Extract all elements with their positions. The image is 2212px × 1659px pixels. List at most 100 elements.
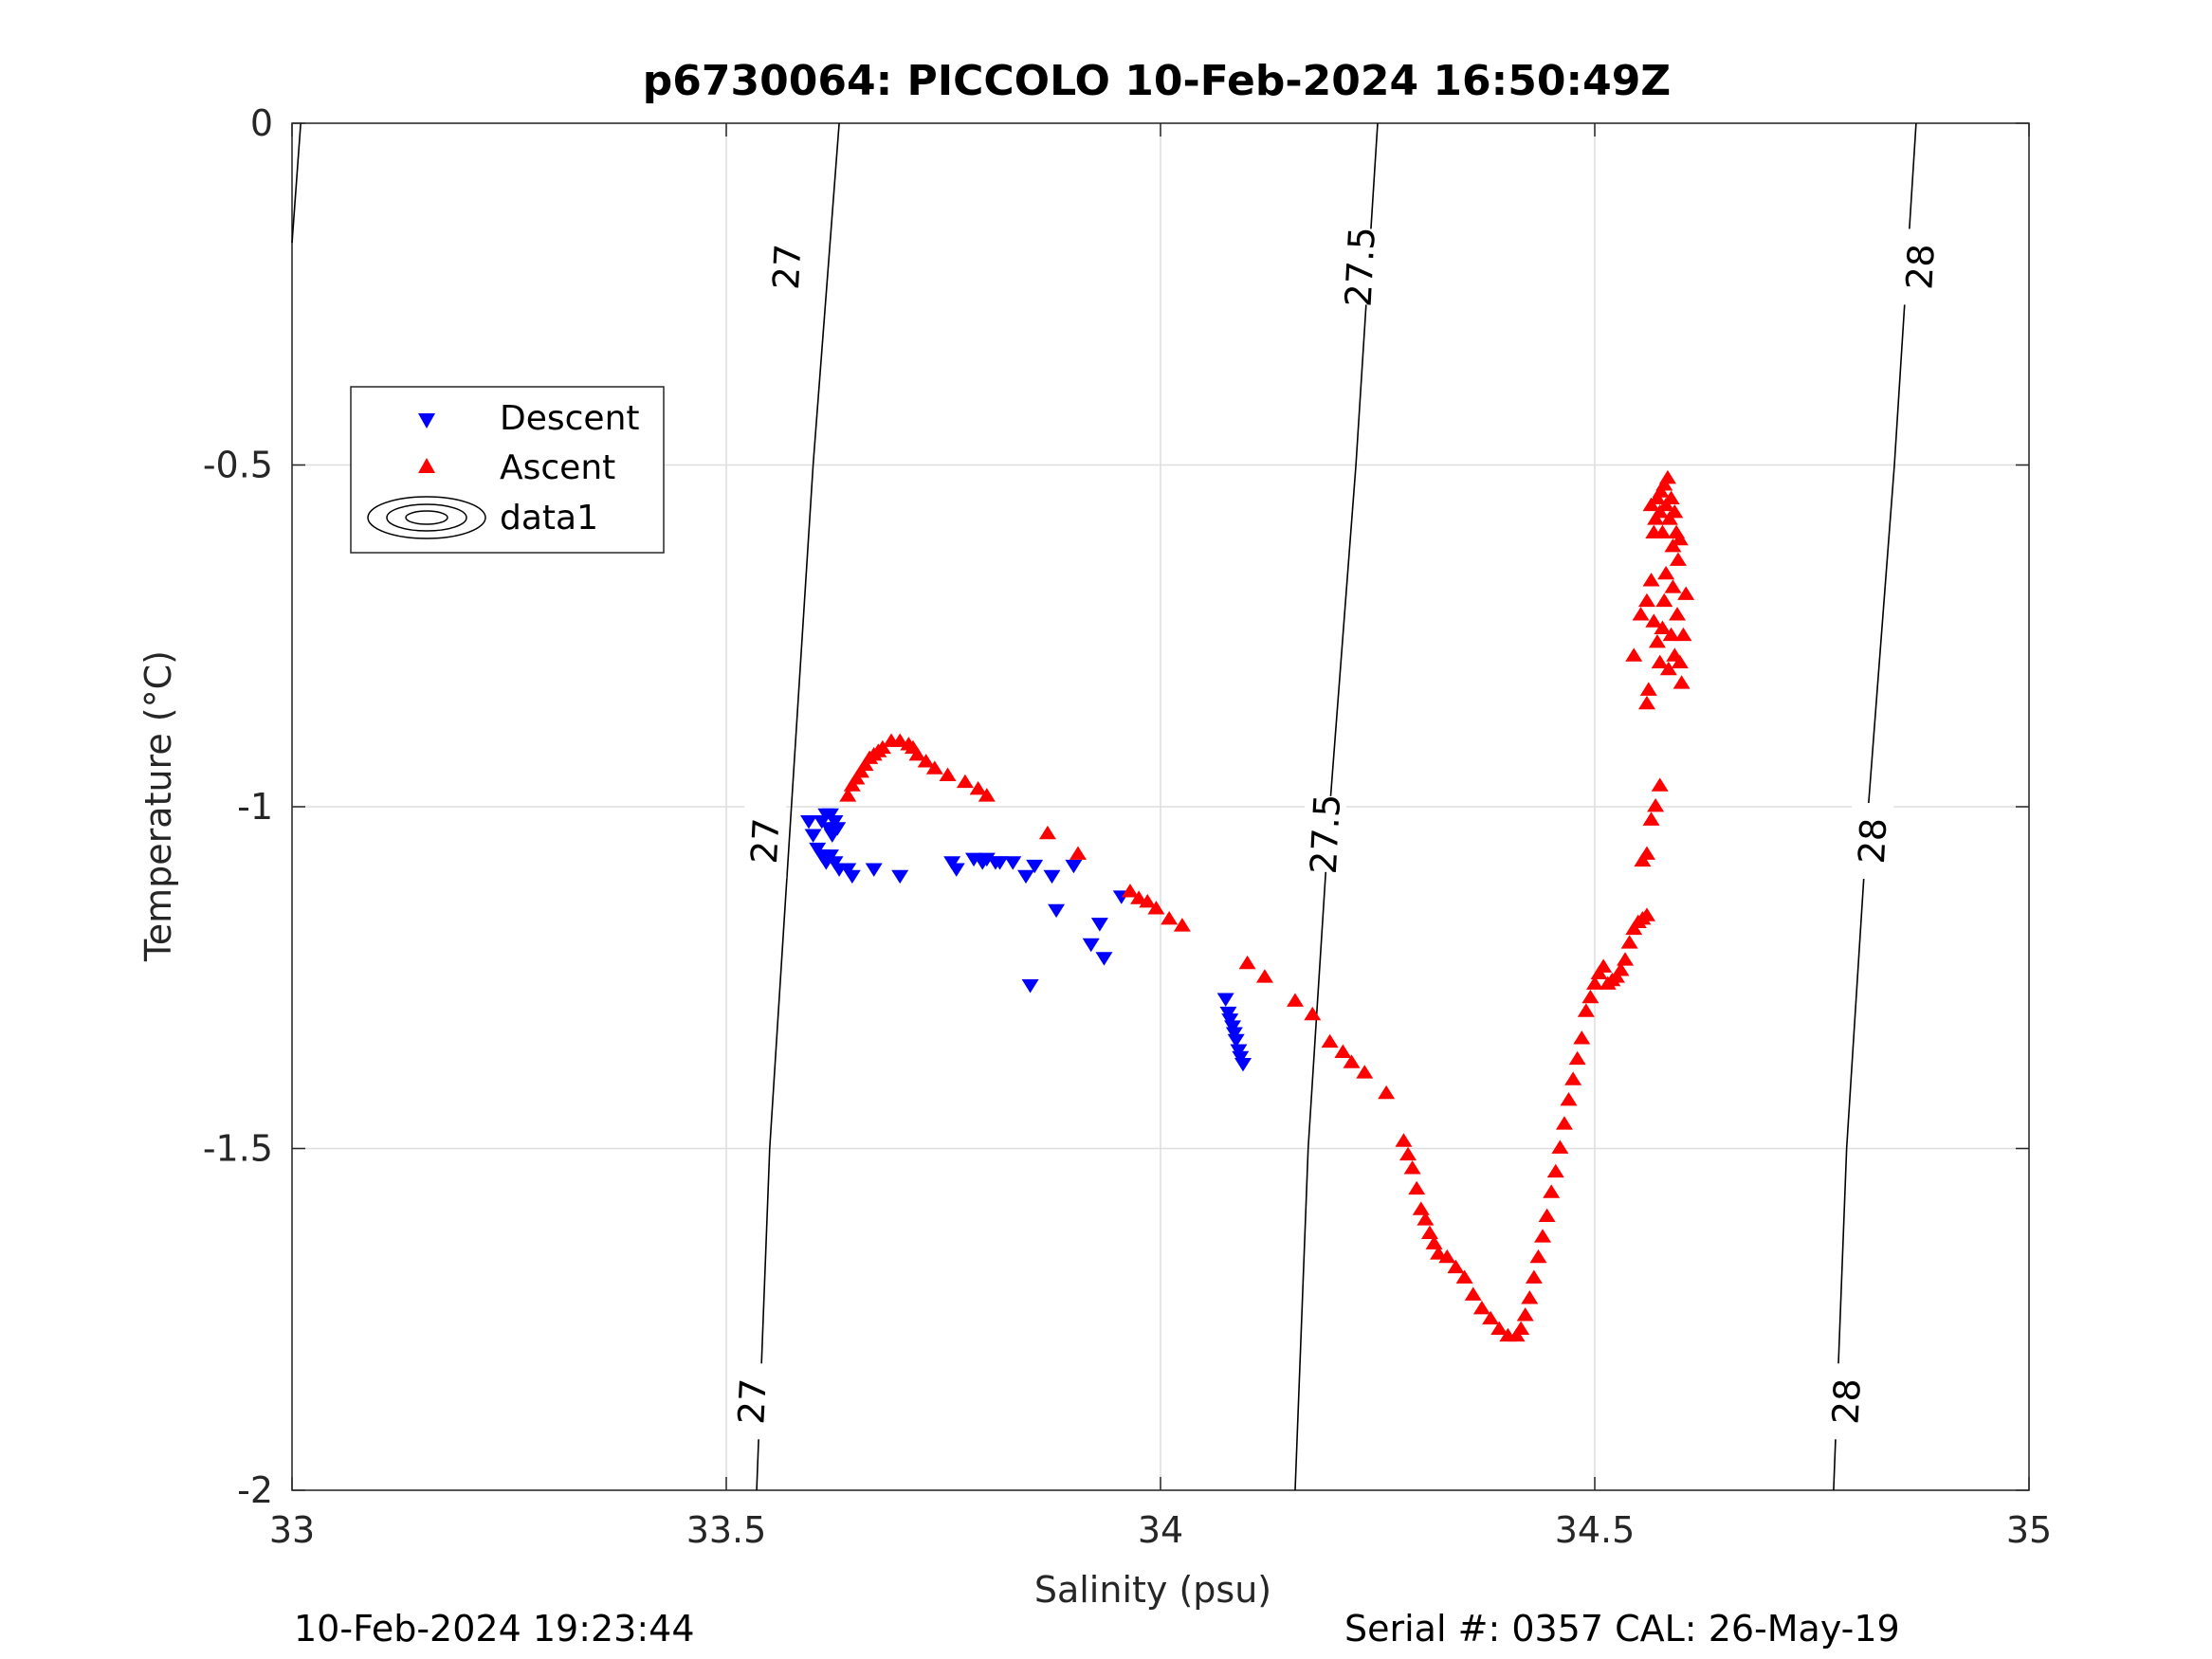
- ascent-point: [1664, 579, 1682, 593]
- legend-entry-data1: data1: [367, 496, 598, 539]
- ascent-point: [1669, 607, 1687, 621]
- legend-label-data1: data1: [500, 499, 598, 538]
- ascent-point: [1586, 975, 1603, 990]
- ascent-point: [1590, 965, 1608, 980]
- descent-point: [821, 849, 839, 864]
- ascent-point: [1637, 907, 1655, 921]
- descent-point: [1004, 856, 1022, 870]
- descent-point: [1219, 1006, 1237, 1021]
- ascent-point: [1508, 1327, 1526, 1342]
- ascent-point: [1607, 969, 1625, 983]
- descent-point: [1225, 1027, 1243, 1041]
- ascent-point: [1139, 893, 1157, 908]
- y-tick-label: -0.5: [203, 445, 273, 486]
- contour-label-bg: [1825, 1363, 1868, 1440]
- x-tick-label: 35: [2006, 1509, 2052, 1551]
- contour-label-bg: [1305, 795, 1347, 872]
- ascent-point: [1662, 627, 1680, 642]
- contour-label: 28: [1824, 1377, 1868, 1426]
- ascent-point: [1255, 969, 1273, 983]
- ascent-point: [1425, 1235, 1443, 1249]
- ascent-point: [1161, 910, 1179, 925]
- ascent-point: [1620, 935, 1638, 949]
- ascent-point: [1639, 682, 1657, 696]
- ascent-point: [843, 777, 861, 792]
- contour-label: 27: [765, 243, 809, 291]
- ascent-point: [1673, 675, 1691, 689]
- ascent-point: [1490, 1321, 1508, 1335]
- ascent-point: [1482, 1310, 1500, 1325]
- ascent-point: [1671, 654, 1689, 668]
- ascent-point: [1438, 1249, 1456, 1264]
- ascent-point: [1447, 1259, 1465, 1274]
- legend-label-ascent: Ascent: [500, 448, 615, 487]
- ascent-point: [1130, 890, 1148, 904]
- ascent-point: [1671, 531, 1689, 546]
- ascent-point: [1455, 1269, 1473, 1284]
- descent-point: [1090, 918, 1108, 932]
- ascent-point: [1069, 846, 1087, 860]
- descent-point: [809, 842, 827, 857]
- ascent-point: [1642, 573, 1660, 587]
- ascent-point: [1612, 962, 1630, 976]
- contour-label: 27.5: [1303, 793, 1348, 875]
- ascent-point: [1378, 1085, 1396, 1100]
- contour-label-bg: [731, 1363, 774, 1440]
- descent-point: [891, 869, 909, 884]
- descent-point: [991, 856, 1009, 870]
- y-tick-label: -1: [237, 786, 273, 828]
- ascent-point: [1512, 1321, 1530, 1335]
- ascent-point: [1343, 1054, 1361, 1068]
- ascent-point: [1651, 777, 1669, 792]
- ascent-point: [1655, 477, 1673, 491]
- descent-point: [1017, 869, 1035, 884]
- ascent-point: [1356, 1065, 1374, 1079]
- ascent-point: [917, 754, 935, 768]
- ascent-point: [1617, 952, 1635, 966]
- ascent-point: [1637, 695, 1655, 710]
- ascent-point: [1412, 1201, 1430, 1215]
- ascent-point: [939, 767, 957, 781]
- ascent-point: [1321, 1033, 1339, 1048]
- contour-line: [756, 122, 840, 1491]
- contour-label-bg: [766, 228, 809, 305]
- footer-serial-cal: Serial #: 0357 CAL: 26-May-19: [1344, 1608, 1900, 1650]
- ascent-point: [1538, 1208, 1556, 1222]
- ascent-point: [1666, 503, 1684, 519]
- ascent-point: [1577, 1003, 1595, 1017]
- ascent-point: [1286, 993, 1304, 1007]
- ascent-point: [1417, 1212, 1435, 1226]
- ascent-point: [1399, 1146, 1417, 1161]
- descent-point: [1095, 952, 1113, 966]
- ascent-point: [1147, 901, 1165, 915]
- ascent-point: [1525, 1269, 1543, 1284]
- ascent-point: [1647, 511, 1665, 525]
- descent-point: [965, 852, 983, 867]
- descent-point: [1234, 1057, 1252, 1072]
- contour-label: 28: [1851, 817, 1894, 866]
- descent-point: [1048, 903, 1066, 919]
- axis-ticks: 33 33.5 34 34.5 35 0 -0.5 -1 -1.5 -2: [203, 102, 2052, 1551]
- y-tick-label: 0: [250, 102, 273, 144]
- ascent-point: [1648, 633, 1666, 648]
- contour-label-bg: [744, 803, 787, 880]
- ascent-point: [1634, 852, 1652, 867]
- descent-point: [865, 863, 883, 877]
- ascent-point: [1529, 1249, 1547, 1264]
- ascent-point: [1560, 1092, 1578, 1106]
- ascent-point: [1625, 647, 1643, 662]
- ascent-point: [1238, 955, 1256, 970]
- descent-point: [1021, 979, 1039, 994]
- contour-label-bg: [1899, 228, 1942, 305]
- ascent-point: [1647, 798, 1665, 812]
- ascent-point: [1654, 620, 1672, 634]
- ascent-point: [1669, 552, 1687, 566]
- ascent-point: [839, 788, 857, 802]
- ascent-point: [1568, 1050, 1586, 1066]
- descent-point: [947, 863, 965, 877]
- descent-point: [1043, 869, 1061, 884]
- ascent-point: [1543, 1184, 1561, 1198]
- ascent-point: [1654, 524, 1672, 538]
- ascent-point: [1038, 825, 1056, 840]
